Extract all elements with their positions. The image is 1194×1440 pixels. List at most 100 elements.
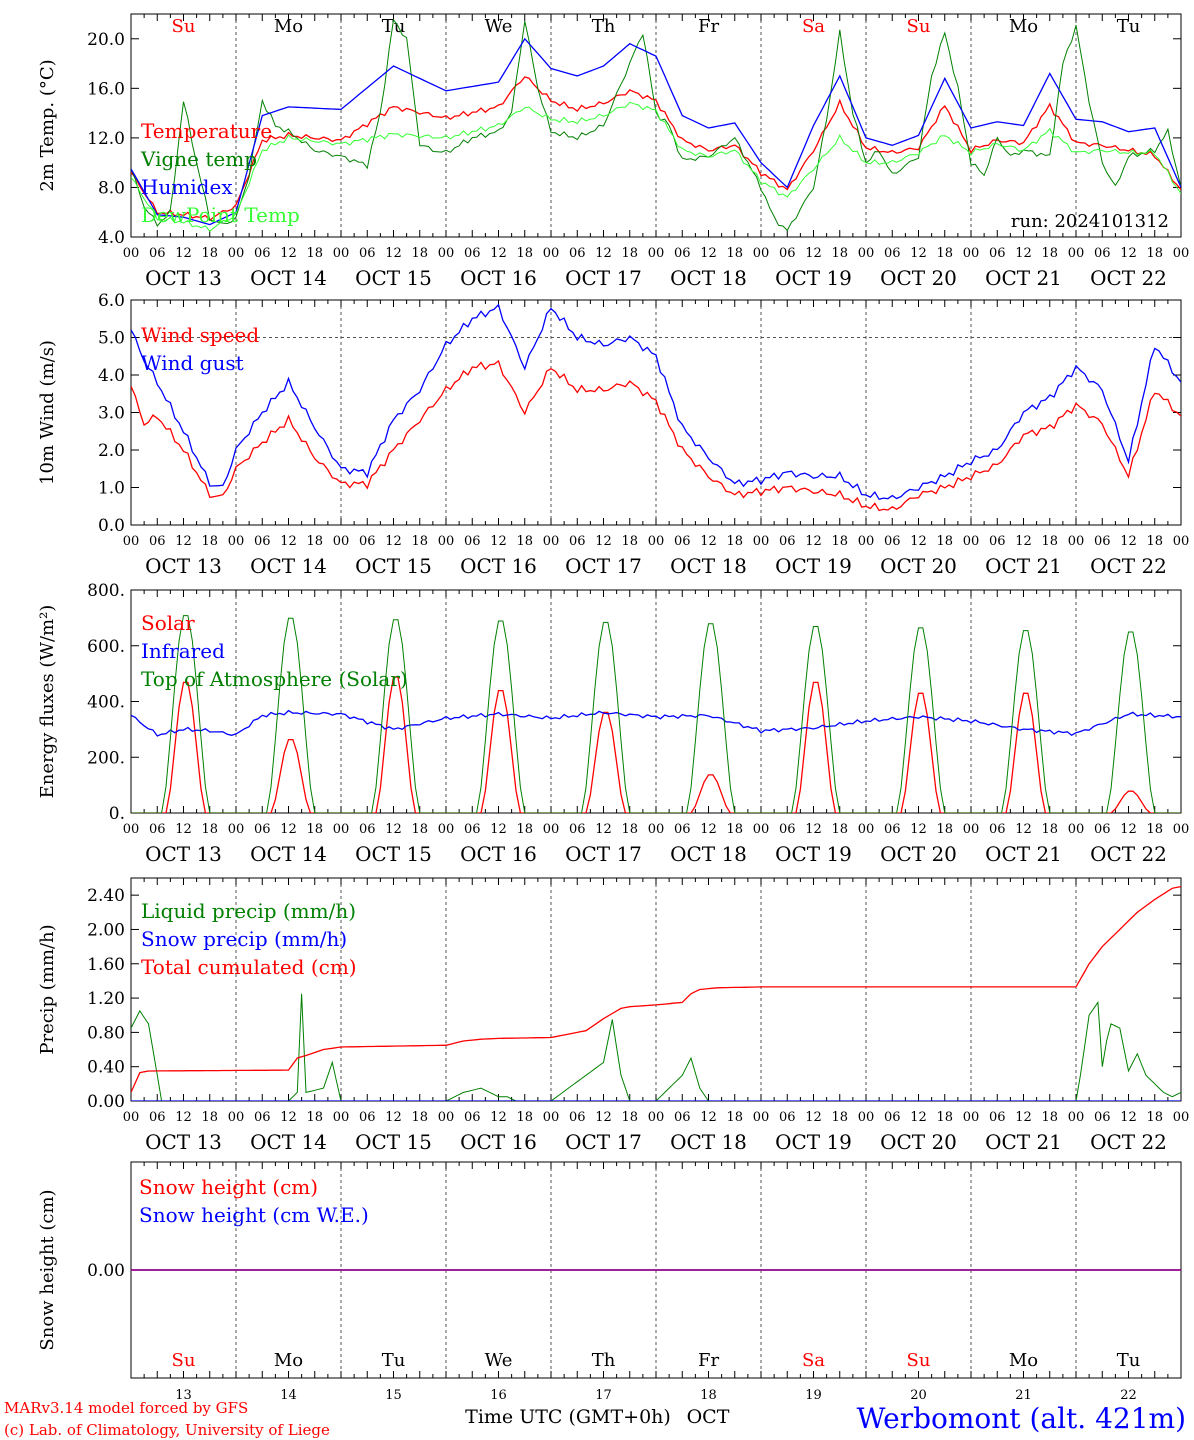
hour-tick-label: 06 [884,1110,901,1125]
hour-tick-label: 06 [149,1110,166,1125]
hour-tick-label: 18 [1146,534,1163,549]
date-label: OCT 16 [460,266,537,290]
date-label: OCT 13 [145,554,222,578]
hour-tick-label: 06 [1094,534,1111,549]
hour-tick-label: 06 [254,1110,271,1125]
hour-tick-label: 06 [779,822,796,837]
hour-tick-label: 18 [411,822,428,837]
hour-tick-label: 00 [543,1110,560,1125]
hour-tick-label: 18 [831,246,848,261]
date-label: OCT 20 [880,554,957,578]
wind-series-0-line [131,359,1181,512]
date-label: OCT 21 [985,554,1062,578]
hour-tick-label: 06 [359,246,376,261]
hour-tick-label: 18 [831,534,848,549]
hour-tick-label: 06 [674,822,691,837]
hour-tick-label: 00 [123,246,140,261]
month-label: OCT [687,1406,730,1428]
hour-tick-label: 12 [910,534,927,549]
wind-ytick-label: 1.0 [98,479,125,499]
temp-legend-3: DewPoint Temp [141,203,300,227]
hour-tick-label: 18 [831,1110,848,1125]
hour-tick-label: 00 [333,822,350,837]
precip-ytick-label: 2.40 [87,886,125,906]
hour-tick-label: 12 [175,534,192,549]
date-label: OCT 16 [460,842,537,866]
hour-tick-label: 00 [753,534,770,549]
flux-panel: 0. 200. 400. 600. 800. Energy fluxes (W/m²) 00… [37,581,1189,866]
hour-tick-label: 18 [1146,1110,1163,1125]
weekday-label: Sa [802,1350,825,1371]
date-label: OCT 21 [985,266,1062,290]
hour-tick-label: 12 [1120,534,1137,549]
hour-tick-label: 06 [674,1110,691,1125]
hour-tick-label: 12 [910,1110,927,1125]
precip-ytick-label: 0.80 [87,1023,125,1043]
hour-tick-label: 00 [123,1110,140,1125]
temp-series-3-line [131,101,1181,232]
hour-tick-label: 06 [569,534,586,549]
date-label: OCT 19 [775,1130,852,1154]
temp-series-layer [131,18,1181,232]
date-label: OCT 15 [355,1130,432,1154]
hour-tick-label: 18 [516,822,533,837]
weekday-label: Th [592,16,616,37]
hour-tick-label: 06 [359,534,376,549]
flux-series-0-line [131,676,1181,813]
snow-legend-0: Snow height (cm) [139,1175,318,1199]
hour-tick-label: 12 [490,822,507,837]
hour-tick-label: 18 [201,1110,218,1125]
date-label: OCT 14 [250,266,327,290]
date-label: OCT 22 [1090,842,1167,866]
date-label: OCT 17 [565,266,642,290]
hour-tick-label: 18 [726,1110,743,1125]
hour-tick-label: 00 [753,1110,770,1125]
hour-tick-label: 06 [254,534,271,549]
hour-tick-label: 06 [359,822,376,837]
hour-tick-label: 18 [411,246,428,261]
hour-tick-label: 00 [963,246,980,261]
hour-tick-label: 12 [280,534,297,549]
flux-legend-2: Top of Atmosphere (Solar) [141,667,408,691]
date-label: OCT 16 [460,554,537,578]
date-label: OCT 22 [1090,1130,1167,1154]
precip-panel: 0.00 0.40 0.80 1.20 1.60 2.00 2.40 Precip (mm/h… [37,877,1189,1154]
hour-tick-label: 00 [858,534,875,549]
day-number-label: 15 [385,1388,402,1403]
precip-legend-2: Total cumulated (cm) [141,955,357,979]
hour-tick-label: 00 [438,822,455,837]
hour-tick-label: 12 [910,822,927,837]
hour-tick-label: 18 [1041,1110,1058,1125]
wind-series-layer [131,303,1181,512]
hour-tick-label: 12 [805,822,822,837]
hour-tick-label: 18 [726,534,743,549]
wind-ytick-label: 6.0 [98,291,125,311]
weekday-label: We [485,1350,513,1371]
hour-tick-label: 00 [648,246,665,261]
precip-ytick-label: 0.00 [87,1092,125,1112]
wind-ytick-label: 4.0 [98,366,125,386]
wind-ytick-label: 5.0 [98,329,125,349]
date-label: OCT 18 [670,842,747,866]
hour-tick-label: 18 [306,534,323,549]
date-label: OCT 17 [565,554,642,578]
hour-tick-label: 06 [254,246,271,261]
hour-tick-label: 12 [805,246,822,261]
temp-ytick-label: 8.0 [98,178,125,198]
hour-tick-label: 06 [464,1110,481,1125]
weekday-label: Mo [1009,1350,1038,1371]
hour-tick-label: 18 [306,822,323,837]
hour-tick-label: 18 [621,822,638,837]
hour-tick-label: 06 [674,246,691,261]
hour-tick-label: 00 [123,534,140,549]
flux-series-2-line [131,615,1181,813]
weekday-label: Su [907,16,931,37]
hour-tick-label: 00 [753,246,770,261]
hour-tick-label: 12 [595,822,612,837]
date-label: OCT 20 [880,266,957,290]
weekday-label: Mo [1009,16,1038,37]
hour-tick-label: 06 [569,246,586,261]
hour-tick-label: 06 [989,1110,1006,1125]
hour-tick-label: 00 [1173,246,1190,261]
hour-tick-label: 12 [175,822,192,837]
